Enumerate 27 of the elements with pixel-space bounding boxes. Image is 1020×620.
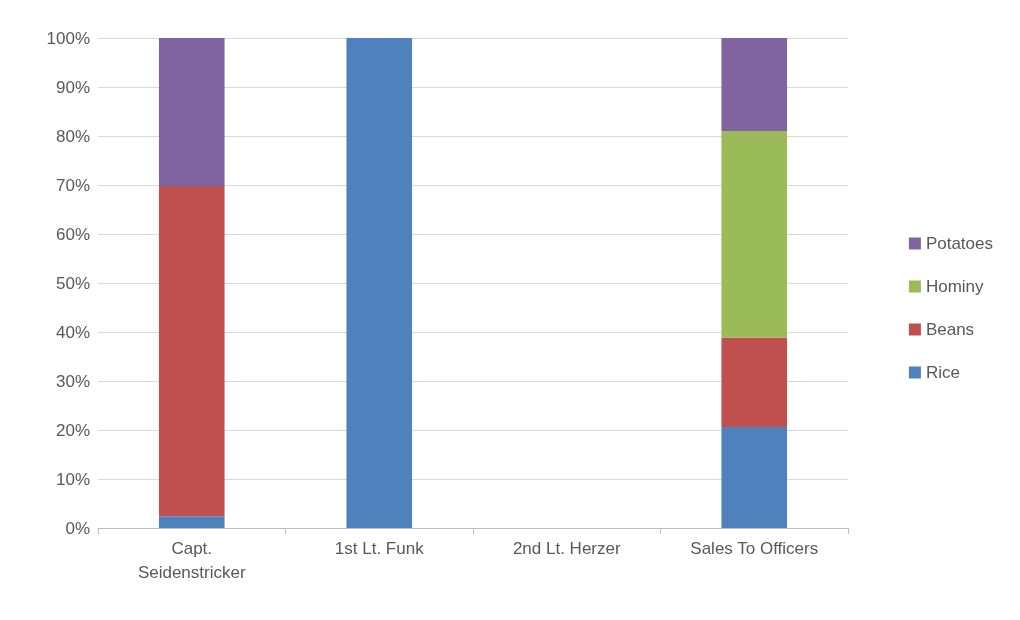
- y-tick-label: 50%: [55, 273, 90, 293]
- y-tick-label: 10%: [55, 469, 90, 489]
- y-tick-label: 60%: [55, 224, 90, 244]
- legend-label: Rice: [925, 363, 960, 382]
- y-tick-label: 100%: [46, 28, 90, 48]
- x-tick-label: Capt. Seidenstricker: [137, 538, 246, 582]
- y-tick-label: 40%: [55, 322, 90, 342]
- bar: [721, 131, 788, 338]
- y-tick-label: 70%: [55, 175, 90, 195]
- bar: [158, 185, 225, 517]
- legend-label: Beans: [925, 320, 975, 339]
- y-tick-label: 30%: [55, 371, 90, 391]
- x-tick-label: 2nd Lt. Herzer: [512, 538, 621, 558]
- legend-label: Hominy: [925, 277, 985, 296]
- bar: [346, 38, 413, 528]
- bar: [721, 427, 788, 528]
- bar: [158, 38, 225, 186]
- x-tick-label: 1st Lt. Funk: [334, 538, 425, 558]
- bar: [721, 38, 788, 132]
- bar: [158, 516, 225, 528]
- legend-label: Potatoes: [925, 234, 994, 253]
- y-tick-label: 20%: [55, 420, 90, 440]
- x-tick-label: Sales To Officers: [690, 538, 819, 558]
- bar: [721, 337, 788, 428]
- y-tick-label: 80%: [55, 126, 90, 146]
- y-tick-label: 0%: [65, 518, 90, 538]
- y-tick-label: 90%: [55, 77, 90, 97]
